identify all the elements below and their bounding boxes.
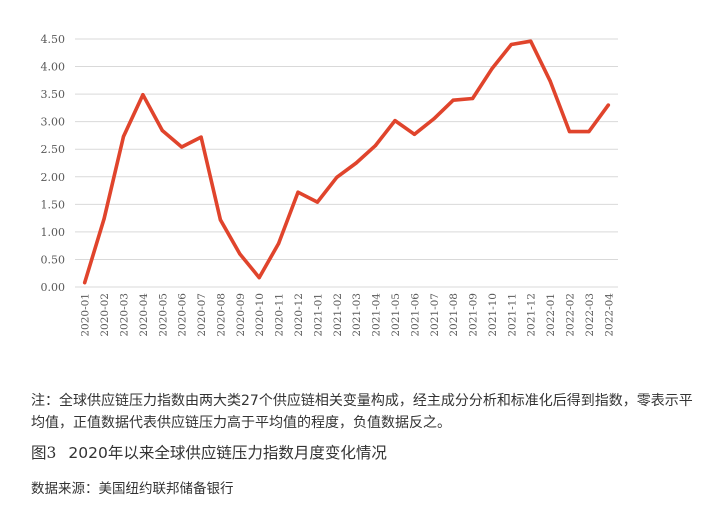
data-point	[412, 132, 416, 136]
x-tick-label: 2021-11	[506, 293, 518, 337]
y-tick-label: 3.50	[41, 88, 66, 101]
data-point	[451, 98, 455, 102]
y-tick-label: 1.50	[41, 198, 66, 211]
y-tick-label: 4.00	[41, 61, 66, 74]
x-tick-label: 2021-12	[526, 293, 538, 337]
x-tick-label: 2020-12	[293, 293, 305, 337]
figure-caption: 图3 2020年以来全球供应链压力指数月度变化情况	[31, 441, 701, 463]
x-tick-label: 2021-03	[351, 293, 363, 337]
data-point	[199, 135, 203, 139]
x-tick-label: 2020-03	[118, 293, 130, 337]
y-tick-label: 1.00	[41, 226, 66, 239]
data-point	[257, 276, 261, 280]
data-point	[102, 217, 106, 221]
gridlines	[75, 38, 618, 288]
data-point	[548, 79, 552, 83]
data-point	[121, 134, 126, 139]
x-tick-label: 2020-05	[157, 293, 169, 337]
data-point	[354, 161, 358, 165]
x-tick-label: 2022-04	[603, 293, 615, 337]
data-point	[606, 103, 610, 107]
series-layer	[82, 39, 611, 285]
data-point	[509, 42, 513, 47]
data-point	[315, 200, 320, 204]
data-point	[587, 129, 591, 134]
x-tick-label: 2021-02	[332, 293, 344, 337]
y-tick-label: 0.00	[41, 281, 66, 294]
data-source: 数据来源：美国纽约联邦储备银行	[31, 481, 234, 497]
x-tick-label: 2021-01	[312, 293, 324, 337]
x-tick-label: 2021-09	[468, 293, 480, 337]
data-point	[160, 128, 164, 133]
data-point	[83, 280, 87, 285]
x-tick-label: 2021-07	[429, 293, 441, 337]
y-tick-label: 2.00	[41, 171, 66, 184]
x-tick-label: 2022-01	[545, 293, 557, 337]
data-point	[373, 143, 378, 147]
figure-title: 2020年以来全球供应链压力指数月度变化情况	[68, 444, 387, 462]
x-tick-label: 2020-08	[215, 293, 227, 337]
series-line	[82, 39, 611, 285]
y-tick-label: 3.00	[41, 116, 66, 129]
data-point	[335, 175, 339, 179]
y-tick-label: 0.50	[41, 253, 66, 266]
x-tick-label: 2020-10	[254, 293, 266, 337]
data-point	[470, 96, 475, 101]
y-tick-label: 2.50	[41, 143, 66, 156]
data-point	[180, 145, 184, 149]
x-tick-label: 2020-02	[99, 293, 111, 337]
data-point	[218, 218, 223, 222]
data-point	[141, 93, 145, 97]
x-tick-label: 2020-09	[235, 293, 247, 337]
data-point	[432, 117, 436, 121]
x-tick-label: 2020-01	[80, 293, 92, 337]
x-tick-label: 2022-03	[584, 293, 596, 337]
data-point	[296, 190, 300, 194]
x-tick-label: 2021-10	[487, 293, 499, 337]
x-tick-label: 2020-06	[177, 293, 189, 337]
data-point	[529, 39, 533, 43]
x-tick-label: 2021-06	[409, 293, 421, 337]
x-tick-label: 2021-08	[448, 293, 460, 337]
data-point	[393, 118, 397, 123]
x-tick-label: 2020-11	[274, 293, 286, 337]
figure-number: 图3	[31, 444, 57, 462]
supply-chain-pressure-chart: 0.00 0.50 1.00 1.50 2.00 2.50 3.00 3.50 4.00 4.50…	[41, 33, 618, 337]
y-tick-label: 4.50	[41, 33, 66, 46]
data-point	[490, 67, 494, 71]
data-point	[238, 252, 242, 256]
y-axis-ticks: 0.00 0.50 1.00 1.50 2.00 2.50 3.00 3.50 4.00 4.50	[41, 33, 66, 294]
x-tick-label: 2020-07	[196, 293, 208, 337]
data-point	[567, 129, 572, 134]
x-tick-label: 2022-02	[565, 293, 577, 337]
x-tick-label: 2021-04	[371, 293, 383, 337]
x-tick-label: 2020-04	[138, 293, 150, 337]
x-tick-label: 2021-05	[390, 293, 402, 337]
data-point	[277, 241, 281, 246]
x-axis-ticks: 2020-01 2020-02 2020-03 2020-04 2020-05 2020-…	[80, 293, 616, 337]
chart-note: 注：全球供应链压力指数由两大类27个供应链相关变量构成，经主成分分析和标准化后得…	[31, 393, 693, 431]
